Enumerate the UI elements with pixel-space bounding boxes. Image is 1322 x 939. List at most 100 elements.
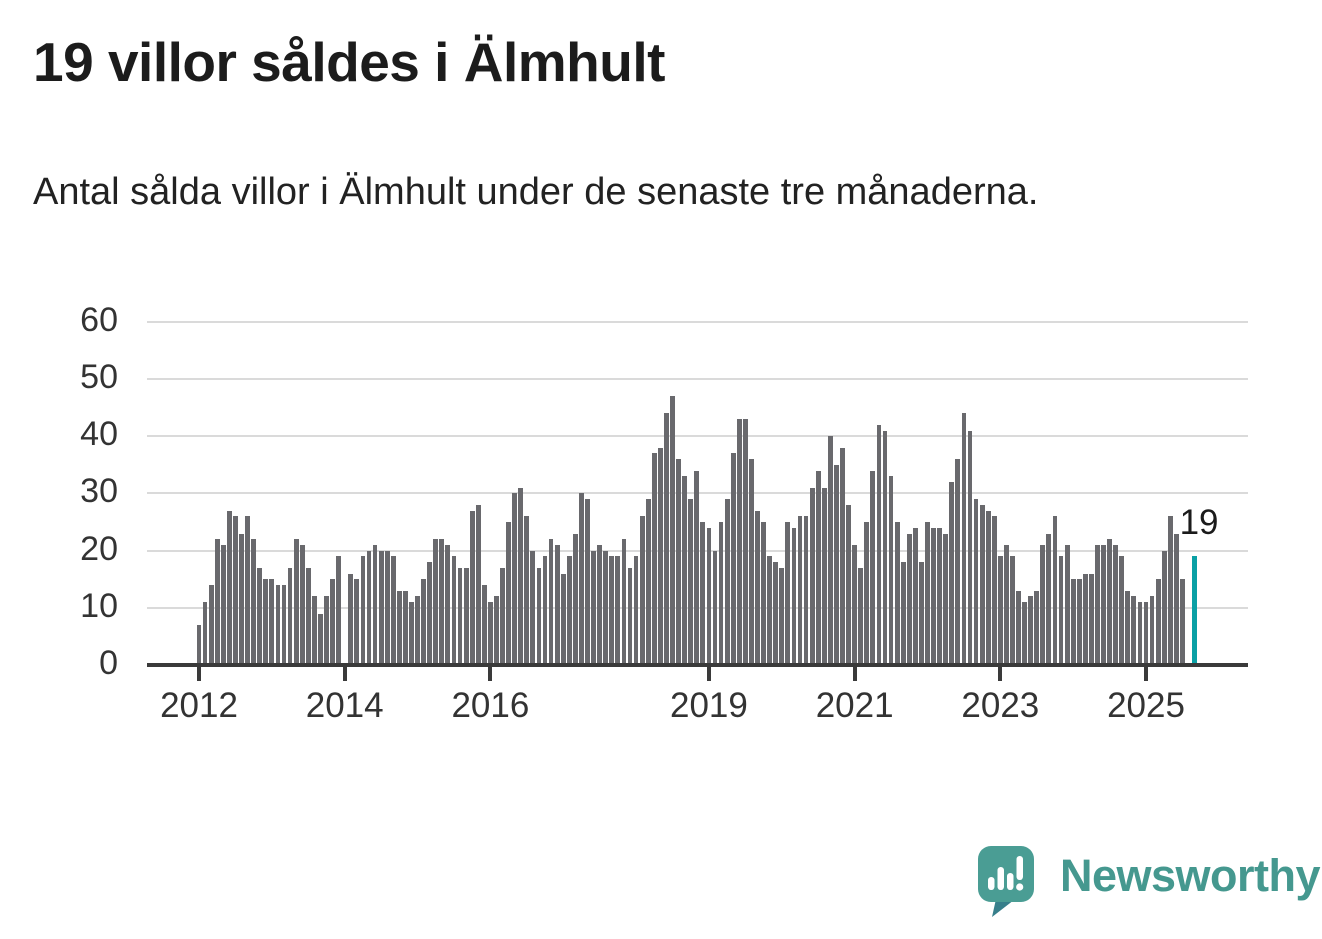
bar <box>742 419 748 665</box>
bar <box>1028 596 1034 665</box>
bar <box>579 493 584 665</box>
bar <box>427 562 433 665</box>
x-axis-tick-label: 2014 <box>305 686 384 725</box>
bar <box>961 413 967 665</box>
bar <box>572 533 578 665</box>
bar <box>318 613 323 665</box>
bar <box>997 556 1003 665</box>
bar <box>330 579 335 665</box>
x-axis-tick-label: 2016 <box>451 686 530 725</box>
bar <box>409 602 414 665</box>
bar <box>615 556 621 665</box>
bar <box>925 522 930 665</box>
bar <box>1180 579 1185 665</box>
bar <box>809 487 815 665</box>
x-axis-tick <box>706 667 711 681</box>
newsworthy-speech-bubble-chart-icon <box>976 844 1042 925</box>
bar <box>700 522 706 665</box>
bar <box>591 550 596 665</box>
bar <box>597 544 603 665</box>
x-axis-tick-label: 2012 <box>160 686 238 725</box>
bar <box>1070 579 1076 665</box>
bar <box>196 624 202 665</box>
bar <box>421 579 426 665</box>
bar <box>524 516 530 665</box>
bar <box>287 567 293 665</box>
gridline <box>147 435 1248 438</box>
bar <box>403 590 408 665</box>
bar-chart: 0 10 20 30 40 50 60 2012 2014 2016 2019 2021 2023 202… <box>80 301 1248 725</box>
bar <box>834 464 839 665</box>
bar <box>384 550 390 665</box>
bar <box>821 487 827 665</box>
bar <box>949 482 955 665</box>
y-axis-tick-label: 50 <box>80 358 118 397</box>
bar <box>967 430 973 665</box>
bar <box>785 522 791 665</box>
bar <box>433 539 439 665</box>
bar <box>494 596 499 665</box>
bar <box>1016 590 1021 665</box>
bar <box>372 544 378 665</box>
y-axis-tick-label: 30 <box>80 472 118 511</box>
bar <box>858 567 864 665</box>
bar <box>761 522 766 665</box>
bar <box>973 499 979 665</box>
bar <box>226 510 232 665</box>
bar <box>682 476 688 665</box>
chart-subtitle: Antal sålda villor i Älmhult under de se… <box>33 171 1039 213</box>
bar <box>415 596 420 665</box>
bar <box>518 487 524 665</box>
bar <box>1046 533 1052 665</box>
bar <box>542 556 548 665</box>
bar <box>500 567 505 665</box>
bar <box>275 584 281 665</box>
bar <box>1101 544 1106 665</box>
bar <box>694 470 700 665</box>
bar <box>1095 544 1100 665</box>
newsworthy-logo[interactable]: Newsworthy <box>976 844 1321 925</box>
bar <box>639 516 645 665</box>
bar <box>311 596 317 665</box>
page-title: 19 villor såldes i Älmhult <box>33 31 665 93</box>
bar <box>749 459 754 665</box>
bar <box>481 584 487 665</box>
bar <box>1064 544 1070 665</box>
bar <box>627 567 633 665</box>
bar <box>366 550 372 665</box>
bar <box>1137 602 1143 665</box>
bar <box>979 504 985 665</box>
bar <box>706 527 712 665</box>
y-axis-tick-label: 10 <box>80 586 118 625</box>
bar <box>931 527 936 665</box>
x-axis-tick <box>488 667 493 681</box>
bar <box>1113 544 1119 665</box>
gridline <box>147 378 1248 381</box>
bar <box>852 544 858 665</box>
bar <box>943 533 949 665</box>
bar <box>451 556 457 665</box>
highlight-bar <box>1192 556 1197 665</box>
bar <box>1155 579 1161 665</box>
bar <box>657 447 663 665</box>
bar <box>1125 590 1131 665</box>
bar <box>912 527 918 665</box>
bar <box>621 539 627 665</box>
bar <box>676 459 681 665</box>
bar <box>305 567 311 665</box>
bar <box>208 584 214 665</box>
bar <box>937 527 943 665</box>
bar <box>900 562 906 665</box>
bar <box>755 510 760 665</box>
bar <box>906 533 912 665</box>
bar <box>919 562 924 665</box>
bar <box>585 499 590 665</box>
bar <box>985 510 991 665</box>
bar <box>864 522 870 665</box>
x-axis-tick <box>998 667 1003 681</box>
bar <box>797 516 803 665</box>
bar-value-annotation: 19 <box>1179 503 1219 542</box>
bar <box>688 499 694 665</box>
bar <box>1161 550 1167 665</box>
bar <box>1058 556 1064 665</box>
